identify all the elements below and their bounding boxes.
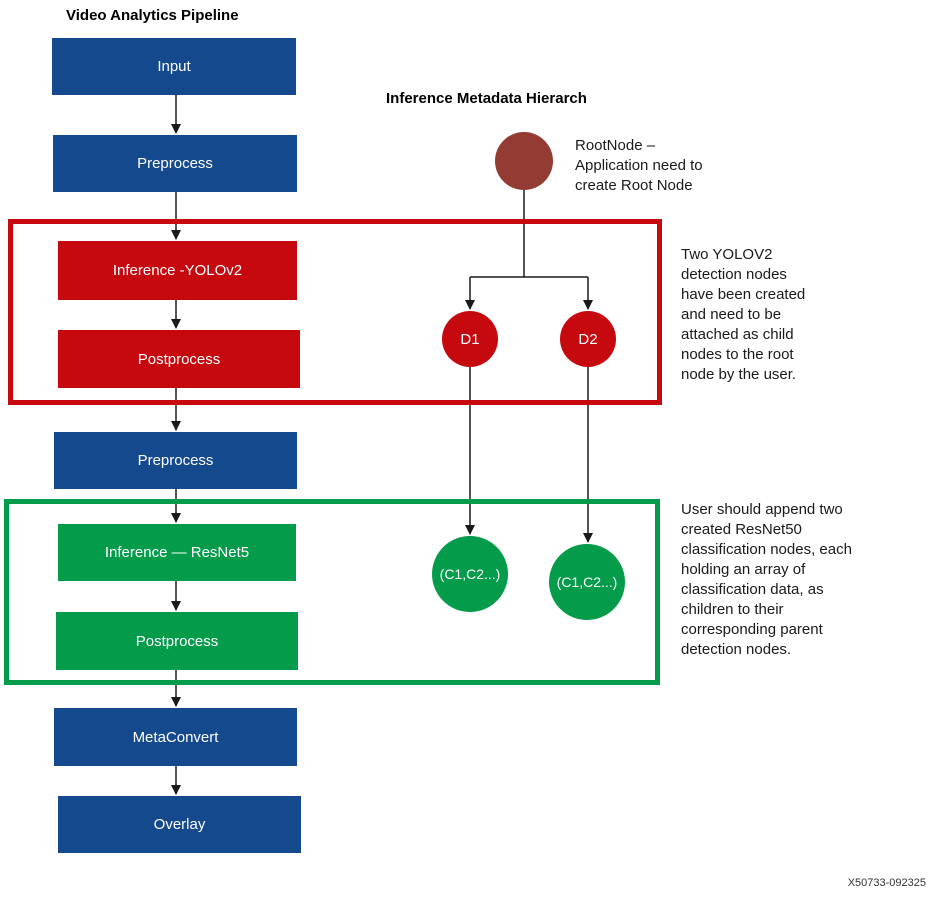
- pipeline-step-preprocess-1: Preprocess: [53, 135, 297, 192]
- detection-annotation: Two YOLOV2 detection nodes have been cre…: [681, 246, 806, 383]
- classification-node-2: (C1,C2...): [549, 544, 625, 620]
- pipeline-step-input: Input: [52, 38, 296, 95]
- pipeline-step-postprocess-1: Postprocess: [58, 330, 300, 388]
- detection-node-d2: D2: [560, 311, 616, 367]
- root-node-circle: [495, 132, 553, 190]
- detection-node-d1: D1: [442, 311, 498, 367]
- detection-group-border: [8, 219, 662, 405]
- pipeline-step-postprocess-2: Postprocess: [56, 612, 298, 670]
- classification-annotation: User should append two created ResNet50 …: [681, 501, 852, 658]
- root-node-annotation: RootNode – Application need to create Ro…: [575, 137, 703, 194]
- classification-node-1: (C1,C2...): [432, 536, 508, 612]
- pipeline-title: Video Analytics Pipeline: [66, 7, 239, 24]
- hierarchy-title: Inference Metadata Hierarch: [386, 90, 587, 107]
- figure-id: X50733-092325: [847, 877, 926, 889]
- pipeline-step-preprocess-2: Preprocess: [54, 432, 297, 489]
- pipeline-step-inference-yolov2: Inference -YOLOv2: [58, 241, 297, 300]
- pipeline-step-inference-resnet5: Inference — ResNet5: [58, 524, 296, 581]
- pipeline-step-metaconvert: MetaConvert: [54, 708, 297, 766]
- pipeline-step-overlay: Overlay: [58, 796, 301, 853]
- classification-group-border: [4, 499, 660, 685]
